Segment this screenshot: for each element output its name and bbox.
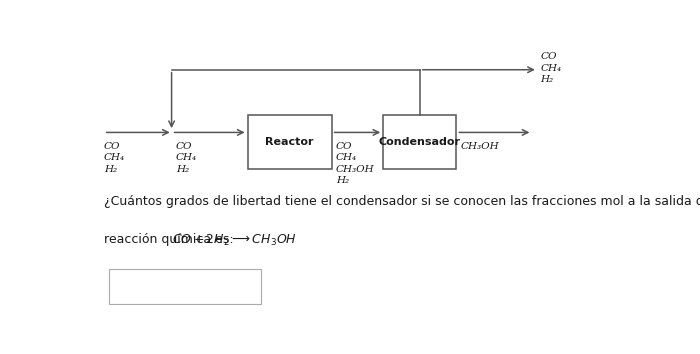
Text: reacción química es:: reacción química es: xyxy=(104,233,237,246)
Text: ¿Cuántos grados de libertad tiene el condensador si se conocen las fracciones mo: ¿Cuántos grados de libertad tiene el con… xyxy=(104,195,700,208)
FancyBboxPatch shape xyxy=(248,115,332,169)
Text: $CO + 2H_2 \longrightarrow CH_3OH$: $CO + 2H_2 \longrightarrow CH_3OH$ xyxy=(172,233,297,249)
Text: CO
CH₄
CH₃OH
H₂: CO CH₄ CH₃OH H₂ xyxy=(336,142,375,185)
Text: Condensador: Condensador xyxy=(379,137,461,147)
Text: CH₃OH: CH₃OH xyxy=(461,142,499,151)
FancyBboxPatch shape xyxy=(109,269,261,304)
Text: CO
CH₄
H₂: CO CH₄ H₂ xyxy=(104,142,125,174)
FancyBboxPatch shape xyxy=(383,115,456,169)
Text: CO
CH₄
H₂: CO CH₄ H₂ xyxy=(540,52,561,84)
Text: CO
CH₄
H₂: CO CH₄ H₂ xyxy=(176,142,197,174)
Text: Reactor: Reactor xyxy=(265,137,314,147)
